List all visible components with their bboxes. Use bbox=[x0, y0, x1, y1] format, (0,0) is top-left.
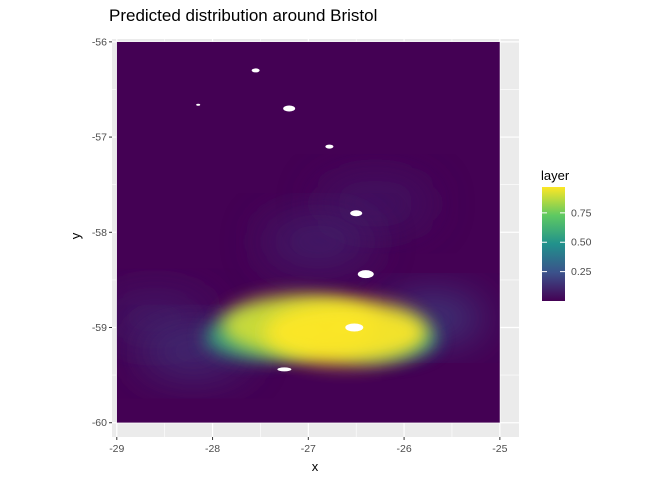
island-mask bbox=[350, 210, 363, 217]
y-tick-label: -57 bbox=[92, 132, 107, 144]
island-mask bbox=[357, 270, 374, 279]
x-axis: -29 -28 -27 -26 -25 bbox=[109, 437, 508, 455]
island-mask bbox=[277, 367, 292, 372]
y-tick-label: -60 bbox=[92, 417, 107, 429]
island-mask bbox=[196, 103, 201, 106]
y-tick-label: -58 bbox=[92, 227, 107, 239]
x-tick-label: -29 bbox=[109, 443, 124, 455]
x-tick-label: -28 bbox=[205, 443, 220, 455]
y-axis: -56 -57 -58 -59 -60 bbox=[92, 36, 112, 429]
islands bbox=[196, 68, 374, 372]
x-tick-label: -26 bbox=[396, 443, 411, 455]
legend-title: layer bbox=[541, 168, 570, 183]
heat-cell bbox=[261, 217, 375, 267]
legend-break-label: 0.75 bbox=[571, 207, 592, 219]
y-tick-label: -59 bbox=[92, 322, 107, 334]
heat-cell bbox=[317, 178, 433, 229]
chart-title: Predicted distribution around Bristol bbox=[109, 6, 377, 25]
legend-colorbar bbox=[542, 187, 565, 301]
raster-layer bbox=[116, 41, 500, 423]
legend: layer 0.25 0.50 0.75 bbox=[541, 168, 592, 301]
x-tick-label: -25 bbox=[492, 443, 507, 455]
y-axis-title: y bbox=[68, 232, 83, 239]
legend-ticks: 0.25 0.50 0.75 bbox=[542, 207, 592, 278]
island-mask bbox=[325, 144, 334, 149]
y-tick-label: -56 bbox=[92, 36, 107, 48]
x-tick-label: -27 bbox=[301, 443, 316, 455]
legend-break-label: 0.25 bbox=[571, 266, 592, 278]
island-mask bbox=[345, 323, 364, 332]
x-axis-title: x bbox=[312, 459, 319, 474]
island-mask bbox=[251, 68, 260, 73]
legend-break-label: 0.50 bbox=[571, 237, 592, 249]
island-mask bbox=[283, 105, 296, 112]
heat-cell bbox=[264, 300, 429, 365]
